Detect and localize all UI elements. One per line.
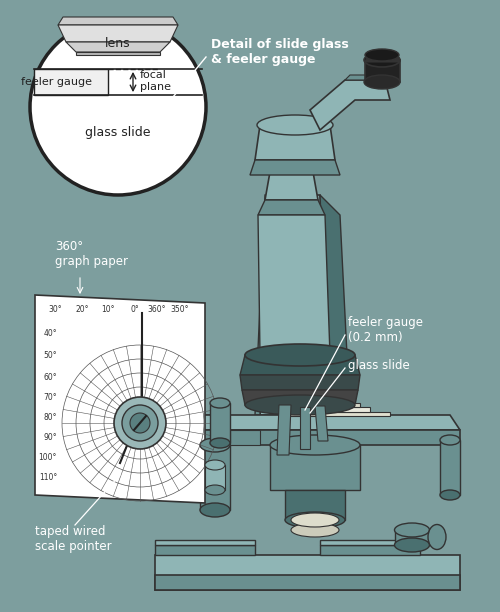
Polygon shape — [58, 25, 178, 42]
Text: 360°
graph paper: 360° graph paper — [55, 240, 128, 268]
Text: 20°: 20° — [76, 305, 89, 313]
Text: 100°: 100° — [38, 452, 57, 461]
Ellipse shape — [285, 512, 345, 528]
Polygon shape — [320, 195, 350, 415]
Polygon shape — [195, 415, 460, 430]
Ellipse shape — [291, 523, 339, 537]
Ellipse shape — [291, 513, 339, 527]
Text: 350°: 350° — [171, 305, 190, 313]
Polygon shape — [58, 17, 178, 25]
Ellipse shape — [440, 435, 460, 445]
Polygon shape — [195, 430, 460, 445]
Text: 0°: 0° — [130, 305, 140, 313]
Text: 40°: 40° — [44, 329, 57, 337]
Polygon shape — [285, 490, 345, 520]
Text: 80°: 80° — [44, 412, 57, 422]
Polygon shape — [35, 295, 205, 503]
Text: taped wired
scale pointer: taped wired scale pointer — [35, 525, 112, 553]
Ellipse shape — [440, 490, 460, 500]
Polygon shape — [205, 465, 225, 490]
Ellipse shape — [245, 395, 355, 415]
Ellipse shape — [365, 49, 399, 61]
Polygon shape — [265, 155, 318, 200]
Text: 110°: 110° — [39, 472, 57, 482]
Text: glass slide: glass slide — [86, 125, 151, 138]
Polygon shape — [240, 375, 360, 390]
Ellipse shape — [200, 503, 230, 517]
Polygon shape — [195, 415, 225, 445]
Text: 10°: 10° — [102, 305, 115, 313]
Polygon shape — [395, 530, 430, 545]
Polygon shape — [300, 403, 360, 407]
Polygon shape — [210, 403, 230, 443]
Ellipse shape — [428, 524, 446, 550]
Ellipse shape — [245, 344, 355, 366]
Circle shape — [30, 19, 206, 195]
Polygon shape — [300, 407, 310, 449]
Ellipse shape — [257, 115, 333, 135]
Polygon shape — [290, 412, 390, 416]
Polygon shape — [315, 406, 328, 441]
Polygon shape — [277, 405, 291, 455]
Ellipse shape — [210, 438, 230, 448]
Polygon shape — [66, 42, 170, 52]
Text: feeler gauge: feeler gauge — [20, 77, 92, 87]
Circle shape — [114, 397, 166, 449]
Circle shape — [122, 405, 158, 441]
Polygon shape — [155, 575, 460, 590]
Polygon shape — [320, 545, 420, 555]
Polygon shape — [320, 540, 420, 545]
Polygon shape — [258, 200, 325, 215]
Ellipse shape — [200, 438, 230, 452]
Text: 70°: 70° — [44, 392, 57, 401]
Polygon shape — [200, 445, 230, 510]
Ellipse shape — [394, 538, 430, 552]
Text: 50°: 50° — [44, 351, 57, 359]
Polygon shape — [242, 390, 358, 405]
Text: 30°: 30° — [48, 305, 62, 313]
Polygon shape — [295, 407, 370, 412]
Polygon shape — [250, 160, 340, 175]
Polygon shape — [258, 215, 330, 355]
Polygon shape — [155, 540, 255, 545]
Ellipse shape — [364, 53, 400, 67]
Ellipse shape — [394, 523, 430, 537]
Text: 360°: 360° — [148, 305, 167, 313]
Text: feeler gauge
(0.2 mm): feeler gauge (0.2 mm) — [348, 316, 423, 344]
Ellipse shape — [205, 485, 225, 495]
Polygon shape — [365, 60, 400, 82]
Text: 90°: 90° — [44, 433, 57, 441]
Polygon shape — [260, 195, 330, 415]
Text: focal
plane: focal plane — [140, 70, 171, 92]
Ellipse shape — [210, 398, 230, 408]
Polygon shape — [155, 555, 460, 590]
Ellipse shape — [205, 460, 225, 470]
Polygon shape — [230, 430, 260, 445]
Text: lens: lens — [105, 37, 131, 50]
Polygon shape — [76, 52, 160, 55]
Polygon shape — [255, 125, 335, 160]
Polygon shape — [440, 440, 460, 495]
Ellipse shape — [270, 435, 360, 455]
Polygon shape — [365, 55, 400, 62]
Text: Detail of slide glass
& feeler gauge: Detail of slide glass & feeler gauge — [211, 38, 349, 66]
Polygon shape — [155, 545, 255, 555]
Ellipse shape — [364, 75, 400, 89]
Polygon shape — [270, 445, 360, 490]
Text: glass slide: glass slide — [348, 359, 410, 371]
Polygon shape — [255, 195, 270, 415]
Polygon shape — [34, 69, 108, 95]
Polygon shape — [310, 80, 390, 130]
Circle shape — [130, 413, 150, 433]
Polygon shape — [345, 75, 390, 80]
Text: 60°: 60° — [44, 373, 57, 381]
Polygon shape — [240, 355, 360, 375]
